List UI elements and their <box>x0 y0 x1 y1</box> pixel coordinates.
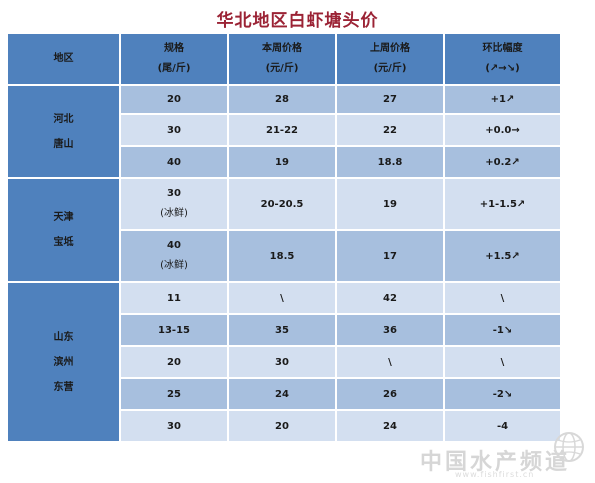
spec-cell: 40 <box>121 147 227 177</box>
watermark-text: 中国水产频道 <box>420 450 571 475</box>
last-week-cell: 26 <box>337 379 443 409</box>
header-spec: 规格 (尾/斤) <box>121 34 227 84</box>
region-shandong-binzhou-dongying: 山东 滨州 东营 <box>8 283 119 441</box>
last-week-cell: 18.8 <box>337 147 443 177</box>
page-title: 华北地区白虾塘头价 <box>216 11 379 31</box>
last-week-cell: 42 <box>337 283 443 313</box>
region-tianjin-baodi: 天津 宝坻 <box>8 179 119 281</box>
watermark-url: www.fishfirst.cn <box>455 470 535 479</box>
spec-cell: 30 <box>121 115 227 145</box>
change-cell: \ <box>445 347 560 377</box>
this-week-cell: 24 <box>229 379 335 409</box>
this-week-cell: 20-20.5 <box>229 179 335 229</box>
this-week-cell: 20 <box>229 411 335 441</box>
change-cell: +0.0→ <box>445 115 560 145</box>
change-cell: -1↘ <box>445 315 560 345</box>
last-week-cell: 27 <box>337 86 443 113</box>
spec-cell: 25 <box>121 379 227 409</box>
change-cell: +0.2↗ <box>445 147 560 177</box>
header-region: 地区 <box>8 34 119 84</box>
this-week-cell: 21-22 <box>229 115 335 145</box>
change-cell: -4 <box>445 411 560 441</box>
spec-cell: 13-15 <box>121 315 227 345</box>
spec-cell: 11 <box>121 283 227 313</box>
this-week-cell: 19 <box>229 147 335 177</box>
this-week-cell: 28 <box>229 86 335 113</box>
change-cell: +1.5↗ <box>445 231 560 281</box>
header-this-week: 本周价格 (元/斤) <box>229 34 335 84</box>
table-row: 30 20 24 -4 <box>8 411 560 441</box>
table-row: 40 (冰鲜) 18.5 17 +1.5↗ <box>8 231 560 281</box>
change-cell: \ <box>445 283 560 313</box>
spec-cell: 30 <box>121 411 227 441</box>
region-hebei-tangshan: 河北 唐山 <box>8 86 119 177</box>
change-cell: +1-1.5↗ <box>445 179 560 229</box>
table-row: 25 24 26 -2↘ <box>8 379 560 409</box>
table-row: 山东 滨州 东营 11 \ 42 \ <box>8 283 560 441</box>
table-row: 天津 宝坻 30 (冰鲜) 20-20.5 19 +1-1.5↗ <box>8 179 560 281</box>
last-week-cell: 24 <box>337 411 443 441</box>
header-row: 地区 规格 (尾/斤) 本周价格 (元/斤) 上周价格 (元/斤) 环比幅度 (… <box>8 34 560 84</box>
table-row: 30 21-22 22 +0.0→ <box>8 115 560 145</box>
table-row: 13-15 35 36 -1↘ <box>8 315 560 345</box>
spec-cell: 40 (冰鲜) <box>121 231 227 281</box>
this-week-cell: 35 <box>229 315 335 345</box>
this-week-cell: 30 <box>229 347 335 377</box>
this-week-cell: 18.5 <box>229 231 335 281</box>
last-week-cell: 36 <box>337 315 443 345</box>
this-week-cell: \ <box>229 283 335 313</box>
header-last-week: 上周价格 (元/斤) <box>337 34 443 84</box>
last-week-cell: 17 <box>337 231 443 281</box>
spec-cell: 20 <box>121 86 227 113</box>
table-row: 河北 唐山 20 28 27 +1↗ <box>8 86 560 177</box>
spec-cell: 20 <box>121 347 227 377</box>
header-change: 环比幅度 (↗→↘) <box>445 34 560 84</box>
table-row: 40 19 18.8 +0.2↗ <box>8 147 560 177</box>
spec-cell: 30 (冰鲜) <box>121 179 227 229</box>
change-cell: +1↗ <box>445 86 560 113</box>
price-table: 地区 规格 (尾/斤) 本周价格 (元/斤) 上周价格 (元/斤) 环比幅度 (… <box>6 32 562 443</box>
last-week-cell: 19 <box>337 179 443 229</box>
globe-icon <box>554 432 584 462</box>
last-week-cell: \ <box>337 347 443 377</box>
table-row: 20 30 \ \ <box>8 347 560 377</box>
change-cell: -2↘ <box>445 379 560 409</box>
last-week-cell: 22 <box>337 115 443 145</box>
